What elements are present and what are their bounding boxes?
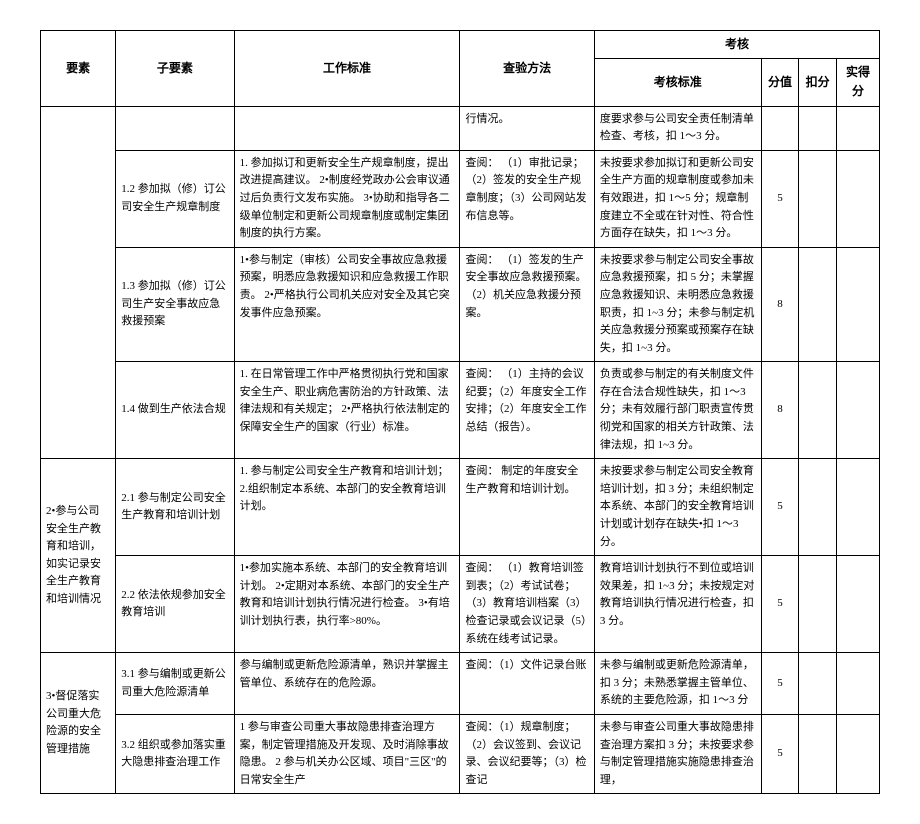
cell-std: 1 参与审查公司重大事故隐患排查治理方案，制定管理措施及开发现、及时消除事故隐患… [234,714,460,793]
cell-chk: 行情况。 [460,106,594,150]
cell-actual [836,556,879,653]
cell-assess: 未按要求参与制定公司安全事故应急救援预案，扣 5 分；未掌握应急救援知识、未明悉… [594,247,761,362]
th-score: 分值 [761,59,799,106]
cell-score: 5 [761,150,799,247]
table-row: 1.3 参加拟（修）订公司生产安全事故应急救援预案 1•参与制定（审核）公司安全… [41,247,880,362]
cell-chk: 查阅：（1）规章制度；（2）会议签到、会议记录、会议纪要等；（3）检查记 [460,714,594,793]
cell-chk: 查阅： （1）教育培训签到表；（2）考试试卷；（3）教育培训档案（3）检查记录或… [460,556,594,653]
th-actual: 实得分 [836,59,879,106]
table-body: 行情况。 度要求参与公司安全责任制清单检查、考核，扣 1～3 分。 1.2 参加… [41,106,880,794]
cell-score: 8 [761,247,799,362]
cell-sub: 2.1 参与制定公司安全生产教育和培训计划 [116,459,234,556]
th-assessment: 考核 [594,31,879,59]
cell-element: 3•督促落实公司重大危险源的安全管理措施 [41,653,116,794]
cell-chk: 查阅： 制定的年度安全生产教育和培训计划。 [460,459,594,556]
table-row: 1.2 参加拟（修）订公司安全生产规章制度 1. 参加拟订和更新安全生产规章制度… [41,150,880,247]
cell-score: 5 [761,459,799,556]
table-row: 3.2 组织或参加落实重大隐患排查治理工作 1 参与审查公司重大事故隐患排查治理… [41,714,880,793]
cell-actual [836,714,879,793]
cell-score: 5 [761,556,799,653]
cell-score: 8 [761,362,799,459]
cell-chk: 查阅： （1）审批记录；（2）签发的安全生产规章制度；（3）公司网站发布信息等。 [460,150,594,247]
cell-deduct [799,714,837,793]
cell-deduct [799,106,837,150]
cell-sub [116,106,234,150]
cell-assess: 未参与编制或更新危险源清单，扣 3 分；未熟悉掌握主管单位、系统的主要危险源，扣… [594,653,761,715]
cell-std: 1•参加实施本系统、本部门的安全教育培训计划。 2•定期对本系统、本部门的安全生… [234,556,460,653]
cell-actual [836,362,879,459]
cell-deduct [799,459,837,556]
cell-deduct [799,362,837,459]
table-row: 2.2 依法依规参加安全教育培训 1•参加实施本系统、本部门的安全教育培训计划。… [41,556,880,653]
cell-chk: 查阅： （1）签发的生产安全事故应急救援预案。（2）机关应急救援分预案。 [460,247,594,362]
cell-sub: 1.4 做到生产依法合规 [116,362,234,459]
cell-actual [836,247,879,362]
th-check-method: 查验方法 [460,31,594,107]
cell-element: 2•参与公司安全生产教育和培训，如实记录安全生产教育和培训情况 [41,459,116,653]
cell-actual [836,653,879,715]
cell-actual [836,459,879,556]
th-sub-element: 子要素 [116,31,234,107]
table-row: 3•督促落实公司重大危险源的安全管理措施 3.1 参与编制或更新公司重大危险源清… [41,653,880,715]
cell-assess: 未参与审查公司重大事故隐患排查治理方案扣 3 分；未按要求参与制定管理措施实施隐… [594,714,761,793]
table-row: 行情况。 度要求参与公司安全责任制清单检查、考核，扣 1～3 分。 [41,106,880,150]
table-row: 2•参与公司安全生产教育和培训，如实记录安全生产教育和培训情况 2.1 参与制定… [41,459,880,556]
cell-std [234,106,460,150]
cell-std: 1. 参加拟订和更新安全生产规章制度，提出改进提高建议。 2•制度经党政办公会审… [234,150,460,247]
cell-chk: 查阅： （1）主持的会议纪要；（2）年度安全工作安排；（2）年度安全工作总结（报… [460,362,594,459]
cell-element [41,106,116,459]
th-deduct: 扣分 [799,59,837,106]
cell-sub: 2.2 依法依规参加安全教育培训 [116,556,234,653]
cell-deduct [799,653,837,715]
cell-std: 1. 参与制定公司安全生产教育和培训计划； 2.组织制定本系统、本部门的安全教育… [234,459,460,556]
cell-std: 参与编制或更新危险源清单，熟识并掌握主管单位、系统存在的危险源。 [234,653,460,715]
cell-assess: 未按要求参与制定公司安全教育培训计划，扣 3 分；未组织制定本系统、本部门的安全… [594,459,761,556]
cell-assess: 未按要求参加拟订和更新公司安全生产方面的规章制度或参加未有效跟进，扣 1～5 分… [594,150,761,247]
cell-deduct [799,150,837,247]
cell-std: 1. 在日常管理工作中严格贯彻执行党和国家安全生产、职业病危害防治的方针政策、法… [234,362,460,459]
th-work-standard: 工作标准 [234,31,460,107]
cell-sub: 3.2 组织或参加落实重大隐患排查治理工作 [116,714,234,793]
assessment-table: 要素 子要素 工作标准 查验方法 考核 考核标准 分值 扣分 实得分 行情况。 … [40,30,880,794]
cell-score: 5 [761,653,799,715]
th-element: 要素 [41,31,116,107]
cell-sub: 1.3 参加拟（修）订公司生产安全事故应急救援预案 [116,247,234,362]
cell-assess: 负责或参与制定的有关制度文件存在合法合规性缺失，扣 1～3 分；未有效履行部门职… [594,362,761,459]
cell-score: 5 [761,714,799,793]
cell-assess: 度要求参与公司安全责任制清单检查、考核，扣 1～3 分。 [594,106,761,150]
th-assess-standard: 考核标准 [594,59,761,106]
cell-assess: 教育培训计划执行不到位或培训效果差，扣 1~3 分；未按规定对教育培训执行情况进… [594,556,761,653]
cell-actual [836,150,879,247]
cell-score [761,106,799,150]
cell-actual [836,106,879,150]
cell-sub: 1.2 参加拟（修）订公司安全生产规章制度 [116,150,234,247]
cell-sub: 3.1 参与编制或更新公司重大危险源清单 [116,653,234,715]
cell-deduct [799,556,837,653]
cell-chk: 查阅：（1）文件记录台账 [460,653,594,715]
cell-std: 1•参与制定（审核）公司安全事故应急救援预案，明悉应急救援知识和应急救援工作职责… [234,247,460,362]
table-row: 1.4 做到生产依法合规 1. 在日常管理工作中严格贯彻执行党和国家安全生产、职… [41,362,880,459]
cell-deduct [799,247,837,362]
